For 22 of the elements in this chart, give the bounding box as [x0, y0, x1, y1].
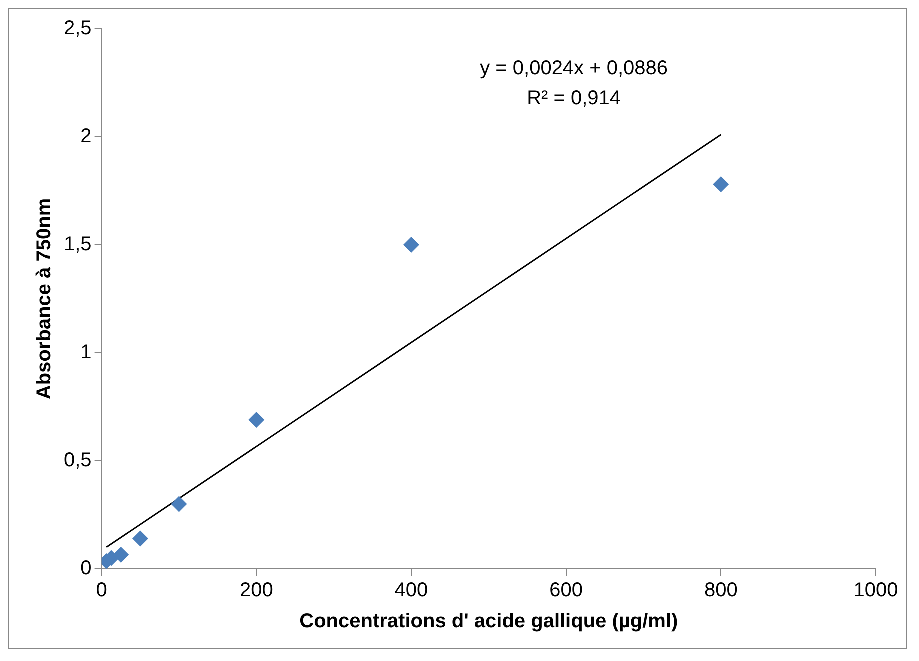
point	[248, 412, 265, 428]
point	[403, 237, 420, 253]
y-tick-label: 2,5	[64, 18, 92, 40]
point	[171, 496, 188, 512]
x-tick-label: 600	[550, 580, 584, 602]
annotation: R² = 0,914	[527, 88, 622, 110]
x-tick-label: 1000	[854, 580, 898, 602]
x-tick-label: 800	[704, 580, 738, 602]
y-tick-label: 0	[80, 558, 92, 580]
x-tick-label: 400	[394, 580, 428, 602]
y-axis-title: Absorbance à 750nm	[34, 198, 56, 400]
annotation: y = 0,0024x + 0,0886	[480, 58, 668, 80]
point	[713, 176, 730, 193]
y-tick-label: 1,5	[64, 234, 92, 256]
y-tick-label: 0,5	[64, 450, 92, 472]
point	[113, 546, 130, 563]
x-axis-title: Concentrations d' acide gallique (µg/ml)	[300, 610, 678, 633]
y-tick-label: 2	[80, 126, 92, 148]
point	[132, 530, 149, 547]
y-tick-label: 1	[80, 342, 92, 364]
x-tick-label: 200	[240, 580, 274, 602]
x-tick-label: 0	[96, 580, 108, 602]
